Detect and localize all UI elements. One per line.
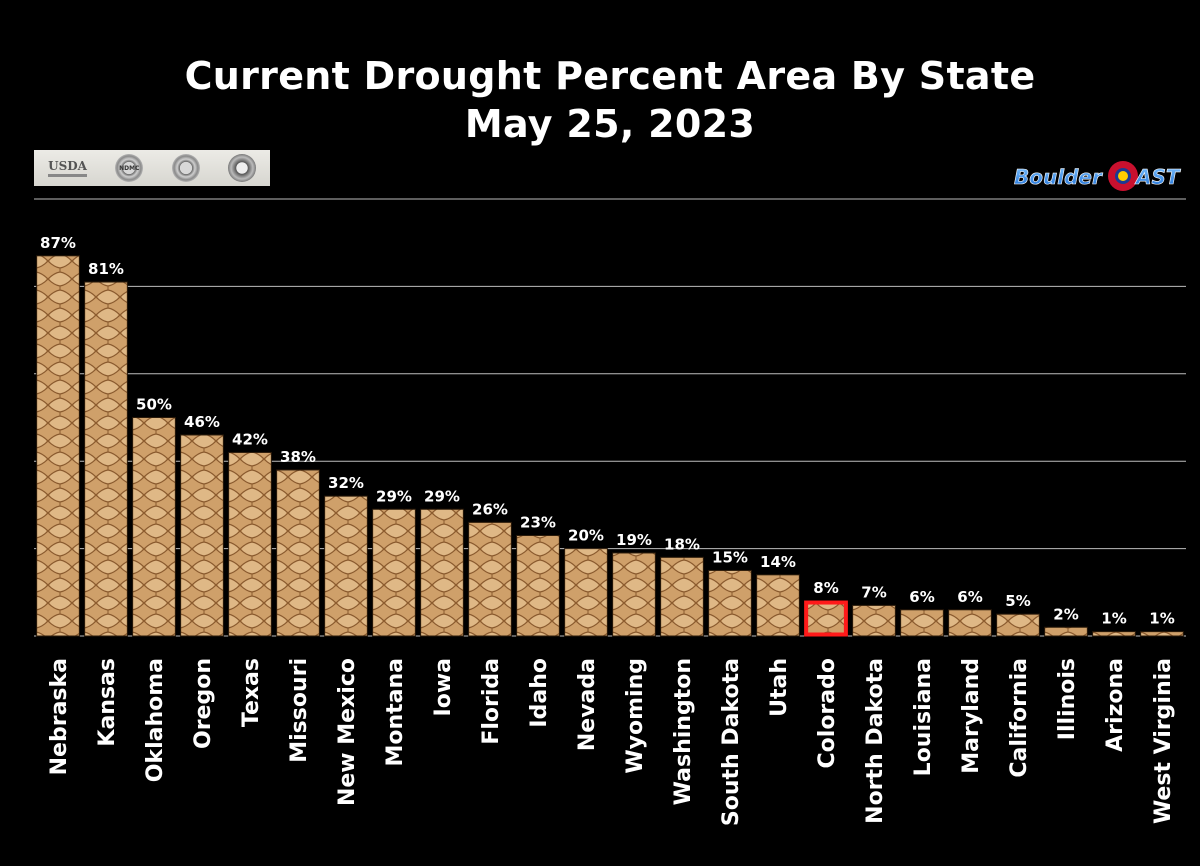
highlight-box-colorado [804, 600, 848, 637]
value-labels: 87% 81% 50% 46% 42% 38% 32% 29% 29% 26% 23% 20% 19% 1… [40, 234, 1175, 628]
value-label-iowa: 29% [424, 487, 460, 505]
value-label-illinois: 2% [1053, 605, 1078, 623]
bar-louisiana [900, 609, 944, 637]
ndmc-logo: NDMC [115, 154, 144, 182]
category-label-missouri: Missouri [287, 658, 312, 763]
bar-kansas [84, 281, 128, 637]
category-label-idaho: Idaho [527, 658, 552, 728]
bar-iowa [420, 508, 464, 637]
bar-florida [468, 521, 512, 637]
category-label-washington: Washington [671, 658, 696, 805]
value-label-oregon: 46% [184, 413, 220, 431]
category-label-wyoming: Wyoming [623, 658, 648, 774]
category-label-iowa: Iowa [431, 658, 456, 716]
category-label-louisiana: Louisiana [911, 658, 936, 776]
category-label-oregon: Oregon [191, 658, 216, 749]
value-label-oklahoma: 50% [136, 396, 172, 414]
value-label-missouri: 38% [280, 448, 316, 466]
bar-new-mexico [324, 495, 368, 637]
noaa-logo [227, 154, 256, 182]
value-label-west-virginia: 1% [1149, 610, 1174, 628]
value-label-north-dakota: 7% [861, 583, 886, 601]
value-label-arizona: 1% [1101, 610, 1126, 628]
commerce-seal-icon [171, 154, 200, 182]
value-label-idaho: 23% [520, 513, 556, 531]
value-label-maryland: 6% [957, 588, 982, 606]
bar-oklahoma [132, 417, 176, 637]
category-label-florida: Florida [479, 658, 504, 745]
bar-north-dakota [852, 604, 896, 637]
category-label-maryland: Maryland [959, 658, 984, 774]
value-label-nebraska: 87% [40, 234, 76, 252]
chart-title: Current Drought Percent Area By State Ma… [0, 52, 1200, 148]
category-label-colorado: Colorado [815, 658, 840, 768]
agency-logos: USDA NDMC [34, 150, 270, 186]
value-label-california: 5% [1005, 592, 1030, 610]
bar-south-dakota [708, 569, 752, 637]
category-label-nevada: Nevada [575, 658, 600, 751]
category-label-new-mexico: New Mexico [335, 658, 360, 806]
value-label-montana: 29% [376, 487, 412, 505]
value-label-texas: 42% [232, 430, 268, 448]
bar-arizona [1092, 631, 1136, 637]
value-label-nevada: 20% [568, 527, 604, 545]
bar-california [996, 613, 1040, 637]
category-label-illinois: Illinois [1055, 658, 1080, 740]
category-label-south-dakota: South Dakota [719, 658, 744, 826]
bar-wyoming [612, 552, 656, 637]
bar-montana [372, 508, 416, 637]
bar-oregon [180, 434, 224, 637]
category-label-arizona: Arizona [1103, 658, 1128, 752]
category-label-nebraska: Nebraska [47, 658, 72, 775]
bar-west-virginia [1140, 631, 1184, 637]
grid-lines [34, 198, 1186, 637]
value-label-washington: 18% [664, 535, 700, 553]
value-label-new-mexico: 32% [328, 474, 364, 492]
value-label-south-dakota: 15% [712, 548, 748, 566]
value-label-utah: 14% [760, 553, 796, 571]
chart-subtitle: May 25, 2023 [464, 102, 756, 146]
category-label-california: California [1007, 658, 1032, 778]
chart-title-main: Current Drought Percent Area By State [184, 54, 1036, 98]
bar-nevada [564, 548, 608, 637]
bar-maryland [948, 609, 992, 637]
bar-illinois [1044, 626, 1088, 637]
category-labels: Nebraska Kansas Oklahoma Oregon Texas Missour… [47, 658, 1176, 826]
bar-washington [660, 556, 704, 637]
bar-nebraska [36, 255, 80, 637]
category-label-utah: Utah [767, 658, 792, 717]
category-label-oklahoma: Oklahoma [143, 658, 168, 782]
bar-utah [756, 574, 800, 637]
bouldercast-logo: Boulder AST [1014, 161, 1181, 191]
category-label-montana: Montana [383, 658, 408, 767]
category-label-kansas: Kansas [95, 658, 120, 747]
value-label-florida: 26% [472, 500, 508, 518]
bar-texas [228, 451, 272, 637]
category-label-west-virginia: West Virginia [1151, 658, 1176, 824]
brand-left: Boulder [1014, 165, 1103, 189]
value-label-kansas: 81% [88, 260, 124, 278]
usda-logo: USDA [48, 160, 87, 177]
bars [36, 255, 1184, 637]
value-label-wyoming: 19% [616, 531, 652, 549]
value-label-louisiana: 6% [909, 588, 934, 606]
value-label-colorado: 8% [813, 579, 838, 597]
category-label-north-dakota: North Dakota [863, 658, 888, 824]
brand-right: AST [1134, 165, 1181, 189]
category-label-texas: Texas [239, 658, 264, 727]
bar-missouri [276, 469, 320, 637]
bar-idaho [516, 534, 560, 637]
bar-colorado [804, 600, 848, 637]
